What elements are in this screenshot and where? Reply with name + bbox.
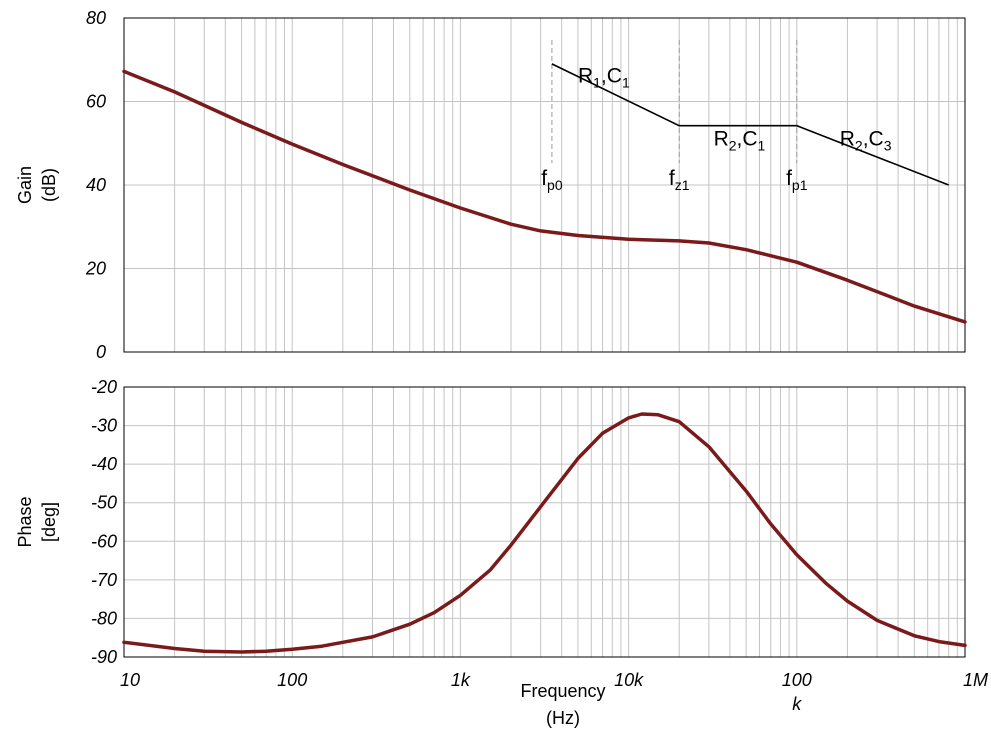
segment-label-part: , — [737, 127, 743, 150]
segment-label-part: 2 — [729, 137, 737, 153]
gain-y-tick: 60 — [86, 92, 106, 112]
phase-y-tick: -50 — [91, 493, 117, 513]
gain-plot-frame — [123, 17, 966, 353]
segment-label-part: R — [578, 65, 593, 88]
gain-y-tick: 0 — [96, 342, 106, 362]
phase-y-tick: -60 — [91, 531, 117, 551]
gain-y-axis-unit: (dB) — [39, 168, 59, 202]
corner-marker-subscript: p0 — [547, 177, 563, 193]
segment-label-part: 1 — [622, 75, 630, 91]
segment-label-part: , — [601, 65, 607, 88]
gain-y-tick: 80 — [86, 8, 106, 28]
segment-label-part: C — [607, 65, 622, 88]
corner-marker-subscript: z1 — [675, 177, 690, 193]
x-tick: 100 — [277, 670, 307, 690]
phase-plot-frame — [123, 386, 966, 658]
phase-y-axis-unit: [deg] — [39, 502, 59, 542]
gain-y-tick: 40 — [86, 175, 106, 195]
gain-y-tick-labels: 80 60 40 20 0 — [85, 8, 106, 362]
phase-y-tick: -90 — [91, 647, 117, 667]
phase-y-tick: -40 — [91, 454, 117, 474]
gain-y-tick: 20 — [85, 259, 106, 279]
segment-label-part: C — [869, 127, 884, 150]
x-tick: 10k — [614, 670, 644, 690]
segment-label-part: , — [863, 127, 869, 150]
x-tick: 1M — [963, 670, 988, 690]
phase-panel: -20-30-40-50-60-70-80-90 Phase [deg] 10 1… — [15, 377, 988, 728]
x-tick: 10 — [120, 670, 140, 690]
corner-frequency-markers: fp0 fz1 fp1 — [541, 40, 808, 193]
segment-label-part: 1 — [758, 137, 766, 153]
segment-label-part: R — [840, 127, 855, 150]
segment-label: R2,C3 — [840, 127, 892, 153]
x-axis-unit: (Hz) — [546, 708, 580, 728]
gain-asymptote-line — [551, 63, 949, 186]
segment-label-part: C — [742, 127, 757, 150]
segment-label: R1,C1 — [578, 65, 630, 91]
phase-y-axis-label: Phase — [15, 496, 35, 547]
segment-label: R2,C1 — [714, 127, 766, 153]
phase-y-tick: -70 — [91, 570, 117, 590]
x-tick: k — [792, 694, 802, 714]
phase-grid — [124, 387, 965, 657]
phase-y-tick: -30 — [91, 416, 117, 436]
segment-label-part: 1 — [593, 75, 601, 91]
phase-y-tick-labels: -20 -30 -40 -50 -60 -70 -80 -90 — [91, 377, 117, 667]
phase-y-tick: -80 — [91, 608, 117, 628]
segment-label-part: 3 — [884, 137, 892, 153]
segment-label-part: R — [714, 127, 729, 150]
x-tick: 100 — [782, 670, 812, 690]
x-tick: 1k — [451, 670, 471, 690]
x-tick-labels: 10 100 1k 10k 100 k 1M — [120, 670, 988, 714]
corner-marker-label: fp0 — [541, 167, 563, 193]
x-axis-label: Frequency — [520, 681, 605, 701]
phase-y-tick: -20 — [91, 377, 117, 397]
gain-grid — [124, 18, 965, 352]
gain-curve — [122, 69, 967, 324]
corner-marker-subscript: p1 — [792, 177, 808, 193]
phase-curve — [122, 412, 967, 654]
gain-y-axis-label: Gain — [15, 166, 35, 204]
segment-label-part: 2 — [855, 137, 863, 153]
